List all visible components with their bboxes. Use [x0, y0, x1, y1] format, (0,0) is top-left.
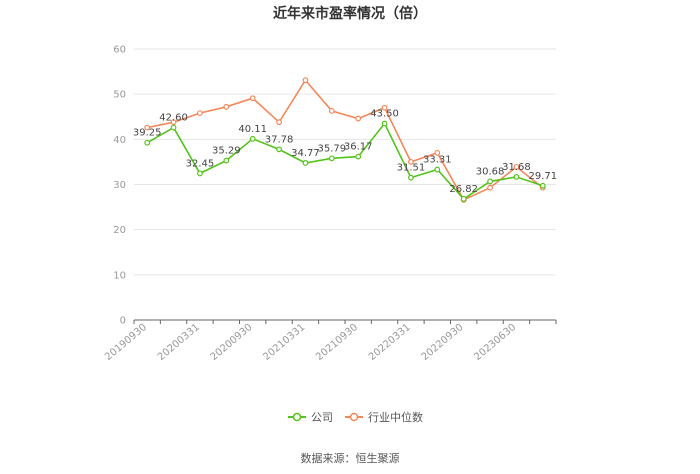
data-point: [434, 149, 441, 156]
y-axis: 0 10 20 30 40 50 60: [113, 45, 126, 327]
data-label: 37.78: [265, 134, 294, 145]
y-tick-label: 60: [113, 45, 126, 56]
data-label: 29.71: [528, 171, 557, 182]
y-tick-label: 40: [113, 135, 126, 146]
y-tick-label: 10: [113, 270, 126, 281]
grid: [134, 48, 556, 276]
data-label: 31.51: [397, 163, 426, 174]
data-point: [408, 174, 414, 181]
x-tick-label: 20210930: [314, 322, 360, 363]
data-point: [249, 95, 256, 102]
x-tick-label: 20230630: [472, 322, 518, 363]
data-label: 42.60: [159, 113, 188, 124]
data-point: [276, 146, 282, 153]
y-tick-label: 20: [113, 225, 126, 236]
data-label: 43.50: [370, 109, 399, 120]
series-line: [147, 78, 544, 201]
data-label: 39.25: [133, 128, 162, 139]
data-label: 31.68: [502, 162, 531, 173]
data-label: 30.68: [476, 166, 505, 177]
data-point: [197, 110, 203, 117]
data-point: [170, 124, 177, 131]
data-point: [381, 104, 388, 111]
data-point: [460, 195, 467, 202]
data-point: [170, 119, 177, 126]
series-line: [146, 122, 544, 200]
legend[interactable]: 公司 行业中位数: [288, 410, 423, 424]
data-point: [223, 103, 230, 110]
data-label: 34.77: [291, 148, 320, 159]
data-label: 35.79: [317, 143, 346, 154]
source-note: 数据来源：恒生聚源: [301, 451, 400, 465]
series-layer: [144, 77, 546, 203]
data-point: [328, 107, 335, 114]
data-point: [408, 159, 414, 165]
legend-label: 行业中位数: [368, 410, 423, 424]
data-point: [513, 163, 520, 170]
data-label: 40.11: [238, 124, 267, 135]
data-point: [302, 77, 309, 84]
data-point: [276, 119, 282, 126]
y-tick-label: 30: [113, 180, 126, 191]
data-label: 35.29: [212, 146, 241, 157]
data-label: 26.82: [449, 184, 478, 195]
x-axis: 20190930 20200331 20200930 20210331 20210930…: [103, 319, 557, 363]
y-tick-label: 0: [120, 316, 126, 327]
data-point: [302, 160, 309, 166]
legend-item[interactable]: 公司: [288, 411, 333, 424]
data-point: [539, 182, 546, 189]
legend-label: 公司: [311, 411, 333, 424]
legend-point-marker: [349, 412, 359, 422]
data-point: [381, 120, 388, 127]
data-point: [487, 178, 493, 185]
data-point: [487, 184, 493, 191]
data-point: [355, 153, 362, 160]
data-point: [144, 124, 151, 131]
data-label: 36.17: [344, 142, 373, 153]
legend-item[interactable]: 行业中位数: [345, 410, 423, 424]
data-point: [328, 155, 335, 162]
legend-point-marker: [292, 412, 302, 422]
data-label: 32.45: [186, 158, 215, 169]
x-tick-label: 20190930: [103, 322, 149, 363]
data-point: [513, 174, 520, 180]
data-point: [197, 170, 203, 177]
x-tick-label: 20210331: [261, 322, 307, 363]
chart-title: 近年来市盈率情况（倍）: [273, 5, 427, 22]
data-point: [144, 139, 151, 146]
data-label: 33.31: [423, 155, 452, 166]
x-tick-label: 20220331: [367, 322, 413, 363]
data-point: [355, 115, 362, 122]
data-point: [434, 166, 441, 173]
x-tick-label: 20220930: [420, 322, 466, 363]
y-tick-label: 50: [113, 90, 126, 101]
data-point: [249, 135, 256, 142]
data-point: [223, 157, 230, 164]
x-tick-label: 20200930: [209, 322, 255, 363]
x-tick-label: 20200331: [156, 322, 202, 363]
